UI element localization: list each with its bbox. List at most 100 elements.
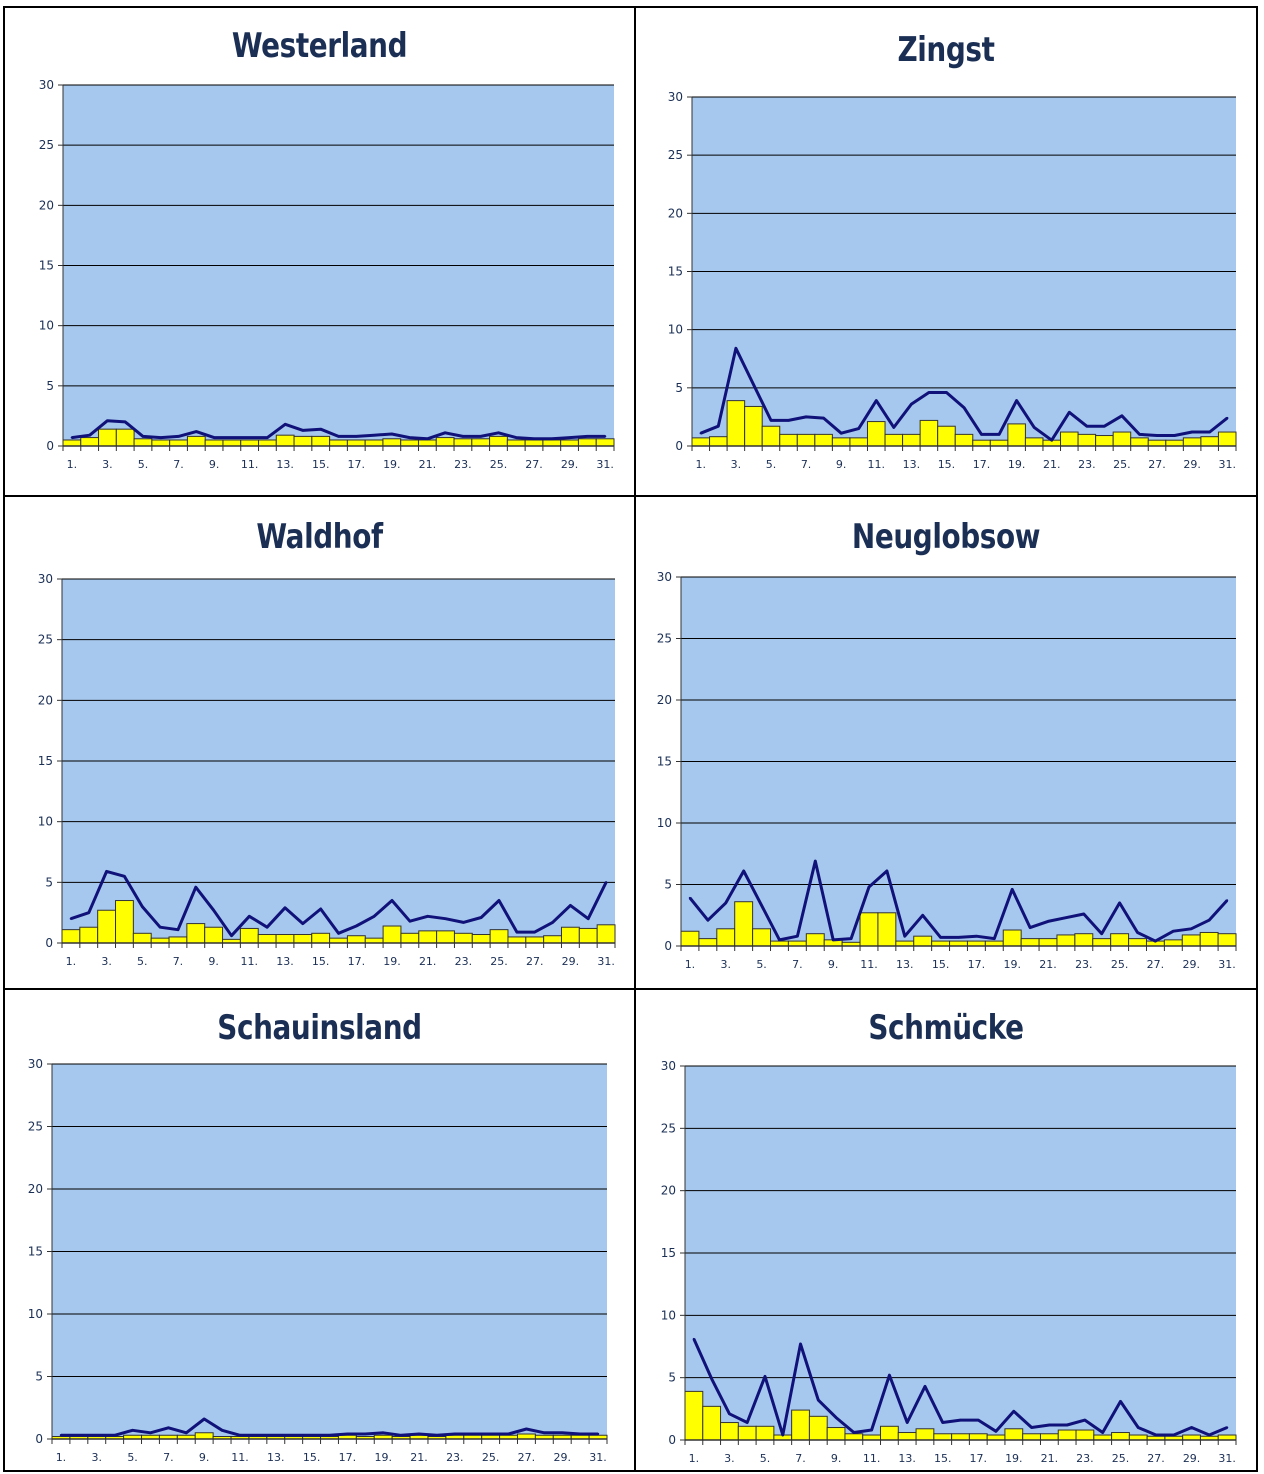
y-tick-label: 15 — [657, 755, 672, 769]
x-tick-label: 5. — [756, 958, 767, 971]
bar — [151, 439, 171, 447]
y-tick-label: 15 — [661, 1246, 676, 1260]
x-tick-label: 21. — [1039, 958, 1057, 971]
bar — [240, 439, 260, 447]
line-point — [569, 904, 572, 907]
chart-svg: 0 5 10 15 20 25 30 1. 3. 5. 7. 9. 11. 13. 15. 17. 19. 21.… — [657, 570, 1237, 971]
line-point — [586, 435, 589, 438]
bar — [329, 439, 348, 447]
line-point — [230, 934, 233, 937]
bar — [791, 1409, 810, 1441]
bar — [311, 932, 331, 944]
line-point — [923, 1385, 927, 1388]
bar — [734, 901, 754, 947]
bar — [915, 1428, 935, 1441]
line-point — [787, 419, 790, 422]
line-point — [355, 435, 358, 438]
line-point — [1015, 399, 1018, 402]
line-point — [603, 435, 607, 438]
line-point — [1050, 438, 1053, 442]
line-point — [95, 1434, 98, 1437]
line-point — [507, 1432, 510, 1436]
bar — [97, 909, 117, 944]
bar — [346, 439, 366, 447]
bar — [884, 433, 904, 447]
bar — [1057, 1429, 1077, 1441]
line-point — [399, 1434, 403, 1437]
line-point — [443, 431, 447, 434]
x-tick-label: 21. — [410, 1451, 428, 1464]
divider-horizontal-2 — [3, 988, 1258, 990]
x-tick-label: 17. — [348, 458, 366, 471]
line-point — [1137, 1426, 1140, 1429]
line-point — [778, 938, 781, 942]
line-point — [177, 435, 180, 438]
x-tick-label: 29. — [1183, 1452, 1201, 1465]
bar — [877, 912, 897, 947]
bar — [1111, 1432, 1130, 1441]
line-point — [734, 347, 738, 350]
x-tick-label: 25. — [1112, 1452, 1130, 1465]
x-tick-label: 27. — [526, 955, 544, 968]
x-tick-label: 15. — [934, 1452, 952, 1465]
outer-border-right — [1256, 6, 1258, 1472]
x-tick-label: 3. — [101, 955, 112, 968]
bar — [726, 400, 746, 447]
bar — [115, 900, 134, 944]
line-point — [301, 429, 305, 432]
x-tick-label: 29. — [553, 1451, 571, 1464]
line-point — [822, 416, 825, 420]
x-tick-label: 1. — [67, 458, 78, 471]
line-point — [256, 1434, 260, 1437]
x-tick-label: 21. — [1041, 1452, 1059, 1465]
line-point — [1190, 430, 1194, 434]
x-tick-label: 1. — [696, 458, 707, 471]
bar — [1077, 433, 1097, 447]
y-tick-label: 0 — [46, 439, 54, 453]
y-tick-label: 20 — [668, 206, 683, 220]
line-point — [543, 1431, 546, 1434]
bar — [436, 930, 455, 944]
line-point — [903, 934, 906, 938]
line-point — [742, 869, 745, 873]
y-tick-label: 10 — [668, 323, 683, 337]
outer-border-left — [3, 6, 5, 1472]
bar — [578, 927, 598, 944]
x-tick-label: 23. — [446, 1451, 464, 1464]
line-point — [525, 1427, 528, 1431]
line-point — [962, 406, 966, 409]
y-tick-label: 15 — [668, 265, 683, 279]
bar — [698, 938, 718, 947]
bar — [453, 932, 473, 944]
x-tick-label: 19. — [383, 458, 401, 471]
bar — [400, 439, 419, 447]
y-tick-label: 15 — [38, 754, 53, 768]
x-tick-label: 25. — [1113, 458, 1131, 471]
x-tick-label: 5. — [766, 458, 777, 471]
line-point — [461, 435, 465, 438]
bar — [1060, 431, 1079, 447]
x-tick-label: 27. — [1148, 458, 1166, 471]
line-point — [462, 921, 465, 924]
line-point — [497, 899, 501, 902]
line-point — [426, 915, 429, 918]
x-tick-label: 25. — [1111, 958, 1129, 971]
bar — [755, 1425, 775, 1441]
line-point — [479, 435, 482, 438]
x-tick-label: 29. — [1182, 958, 1200, 971]
line-point — [283, 423, 287, 426]
chart-panel-schmucke: Schmücke 0 5 10 15 20 25 30 1. 3. 5. 7. 9. 11. 13. 15. 1… — [636, 990, 1256, 1470]
line-point — [994, 1430, 998, 1433]
line-point — [59, 1434, 63, 1437]
line-point — [688, 896, 692, 900]
bar — [1181, 934, 1201, 947]
bar — [954, 433, 974, 447]
bar — [702, 1405, 722, 1441]
y-tick-label: 25 — [657, 632, 672, 646]
line-point — [372, 433, 376, 437]
line-point — [1172, 1433, 1175, 1437]
x-tick-label: 11. — [241, 955, 259, 968]
line-point — [480, 916, 483, 919]
bar — [61, 929, 81, 944]
bar — [1112, 431, 1132, 447]
